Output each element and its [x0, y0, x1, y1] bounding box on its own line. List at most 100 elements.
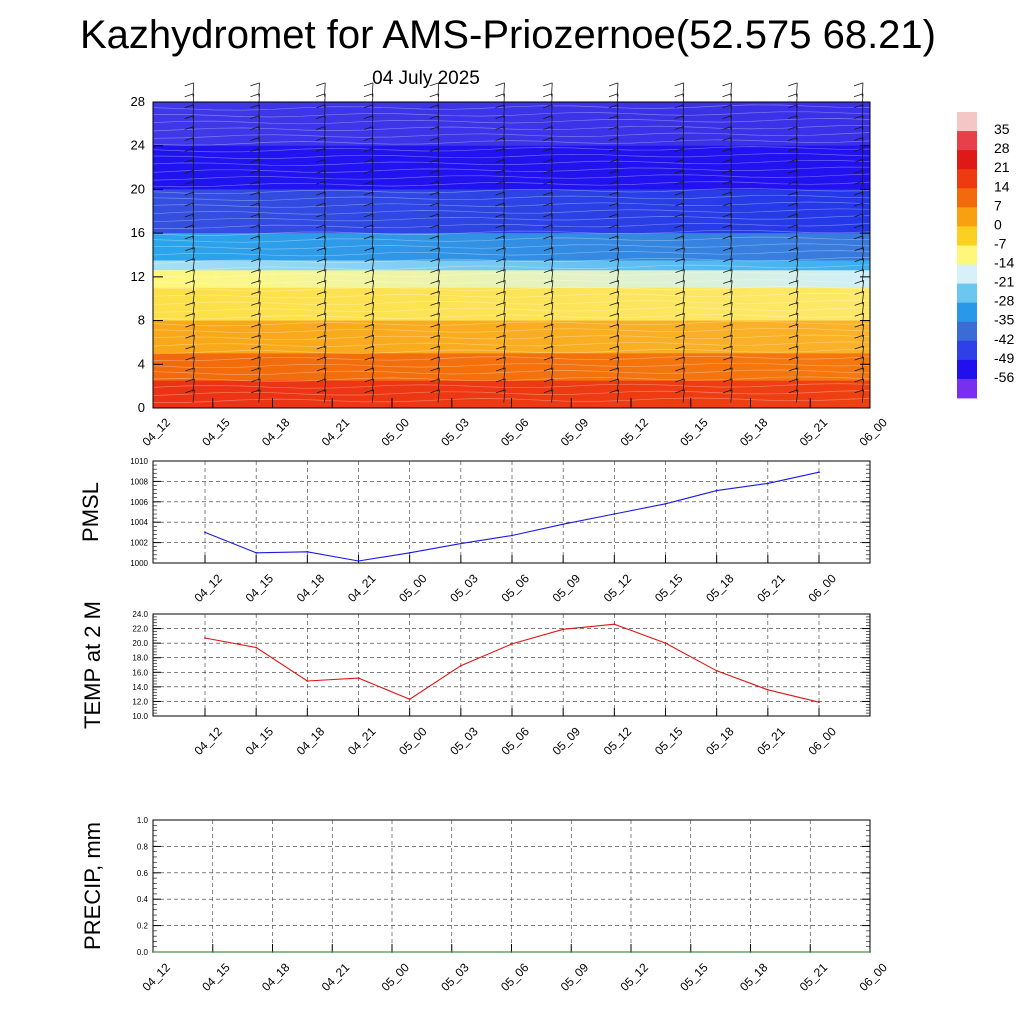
x-tick-label: 04_18: [259, 960, 293, 994]
wind-barb-flag: [788, 169, 798, 174]
wind-barb-flag: [543, 235, 553, 240]
wind-barb: [503, 302, 506, 316]
wind-barb: [616, 258, 620, 272]
y-tick-label: 18.0: [132, 654, 148, 663]
y-tick-label: 12: [131, 269, 145, 284]
wind-barb-flag: [608, 213, 619, 218]
wind-barb-flag: [184, 158, 194, 163]
wind-barb-flag: [250, 224, 260, 229]
wind-barb: [616, 269, 620, 283]
contour-line: [152, 243, 871, 250]
series-point: [689, 951, 692, 953]
wind-barb: [503, 224, 505, 239]
y-tick-label: 0.0: [137, 948, 149, 957]
wind-barb: [551, 224, 553, 239]
wind-barb: [437, 269, 440, 283]
wind-barb: [730, 235, 732, 250]
wind-barb: [730, 159, 732, 174]
wind-barb: [861, 213, 864, 228]
wind-barb: [616, 170, 619, 184]
wind-barb: [551, 280, 554, 294]
wind-barb: [437, 335, 440, 348]
contour-line: [152, 194, 871, 201]
series-point: [664, 502, 667, 505]
wind-barb: [192, 115, 195, 130]
wind-barb: [192, 247, 195, 261]
wind-barb: [324, 291, 327, 305]
wind-barb: [616, 159, 619, 174]
wind-barb-flag: [363, 137, 374, 141]
wind-barb-flag: [722, 137, 732, 141]
wind-barb: [324, 159, 326, 174]
wind-barb-flag: [495, 115, 505, 120]
wind-barb: [258, 224, 260, 239]
wind-barb-flag: [853, 235, 864, 240]
wind-barb: [796, 170, 798, 184]
y-tick-label: 0.4: [137, 895, 149, 904]
wind-barb: [371, 280, 375, 294]
wind-barb: [371, 159, 374, 174]
wind-barb-flag: [495, 191, 505, 196]
wind-barb: [551, 82, 553, 97]
wind-barb: [682, 148, 685, 163]
y-tick-label: 8: [138, 313, 145, 328]
wind-barb-flag: [722, 235, 732, 240]
wind-barb: [437, 213, 440, 228]
y-tick-label: 1008: [130, 477, 148, 486]
wind-barb: [861, 345, 865, 359]
wind-barb: [324, 192, 326, 206]
wind-barb-flag: [316, 180, 326, 185]
wind-barb: [796, 93, 798, 108]
wind-barb: [192, 235, 195, 250]
wind-barb-flag: [316, 191, 326, 196]
series-point: [749, 951, 752, 953]
wind-barb-flag: [250, 115, 260, 120]
wind-barb: [192, 313, 195, 327]
wind-barb-flag: [429, 224, 439, 229]
wind-barb: [682, 235, 685, 250]
series-point: [391, 951, 393, 953]
wind-barb: [616, 192, 619, 206]
wind-barb-flag: [184, 104, 194, 109]
series-point: [211, 951, 214, 953]
wind-barb: [551, 291, 554, 305]
wind-barb: [551, 93, 553, 108]
wind-barb-flag: [674, 213, 684, 218]
wind-barb: [258, 367, 261, 381]
wind-barb: [551, 126, 553, 141]
wind-barb: [324, 302, 327, 316]
wind-barb: [324, 356, 327, 370]
wind-barb-flag: [429, 169, 439, 174]
colorbar-label: -21: [994, 274, 1014, 290]
wind-barb: [192, 269, 195, 283]
wind-barb-flag: [495, 126, 505, 130]
wind-barb-flag: [853, 158, 864, 163]
wind-barb: [551, 356, 554, 370]
wind-barb: [503, 181, 505, 195]
wind-barb-flag: [184, 213, 194, 218]
wind-barb: [324, 324, 327, 338]
x-tick-label: 04_21: [319, 415, 353, 449]
y-tick-label: 20.0: [132, 639, 148, 648]
series-point: [271, 951, 274, 953]
y-tick-label: 4: [138, 356, 145, 371]
precip-panel: 0.0 0.2 0.4 0.6 0.8 1.0 04_12 04_15 04_18 04_21 05…: [80, 816, 890, 994]
wind-barb: [730, 291, 733, 305]
x-tick-label: 04_21: [319, 960, 353, 994]
wind-barb: [861, 192, 864, 206]
contour-line: [152, 314, 871, 320]
wind-barb-flag: [788, 93, 798, 98]
wind-barb: [551, 345, 554, 359]
wind-barb: [371, 345, 375, 359]
wind-barb-flag: [250, 202, 260, 207]
wind-barb: [682, 224, 685, 239]
wind-barb: [258, 302, 261, 316]
wind-barb: [730, 378, 733, 392]
x-tick-label: 06_00: [856, 960, 890, 994]
wind-barb-flag: [722, 224, 732, 229]
wind-barb-flag: [363, 235, 374, 240]
wind-barb-flag: [184, 93, 194, 98]
wind-barb-flag: [543, 213, 553, 218]
wind-barb-flag: [363, 180, 374, 185]
wind-barb: [192, 356, 195, 370]
